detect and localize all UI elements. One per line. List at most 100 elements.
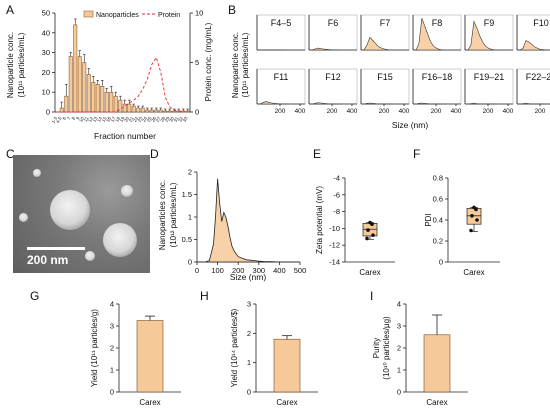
chartB-area	[361, 102, 391, 105]
chartA-bar	[145, 109, 150, 113]
chartB-panel-title: F19–21	[474, 72, 505, 82]
chartA-y-tick-label: 0	[46, 108, 50, 117]
vesicle-large-right	[103, 223, 137, 257]
chartB-panel-title: F22–24	[526, 72, 550, 82]
chartB-panel-title: F6	[328, 18, 339, 28]
chartA-x-tick-label: 26	[150, 116, 157, 123]
chartG-y-tick-label: 1	[110, 366, 114, 375]
chartH-y-tick-label: 3	[247, 300, 251, 309]
chartA-bar	[172, 110, 177, 113]
panel-letter-E: E	[313, 147, 321, 161]
chartD-y-label: (10¹² particles/mL)	[169, 182, 178, 247]
chartE-box	[362, 223, 378, 237]
chartA-bar	[59, 107, 64, 113]
chartA-y-tick-label: 40	[42, 28, 50, 37]
chartA-bar	[77, 56, 82, 113]
chartA-x-tick-label: 17	[110, 116, 117, 123]
chartB-panel-title: F4–5	[271, 18, 292, 28]
chartH-bar	[273, 338, 301, 393]
chartA-bar	[127, 103, 132, 113]
chartG-x-tick-label: Carex	[139, 398, 160, 407]
chartA-x-tick-label: 21	[128, 116, 135, 123]
chartA-x-tick-label: 29	[164, 116, 171, 123]
chartE-point	[371, 233, 375, 237]
chartB-area	[413, 102, 443, 105]
chartD-x-tick-label: 200	[232, 266, 245, 275]
chartA-x-tick-label: 15	[101, 116, 108, 123]
chartB-area	[257, 101, 287, 105]
chartA-bar	[86, 74, 91, 113]
chartI-y-tick-label: 1	[397, 366, 401, 375]
chartE-y-tick-label: -12	[329, 241, 340, 250]
chartB-area	[309, 102, 339, 105]
chartG-y-tick-label: 0	[110, 388, 114, 397]
chartG-y-label: Yield (10¹¹ particles/g)	[90, 309, 99, 387]
chartB-area	[465, 20, 495, 51]
chartI-y-label: (10¹⁰ particles/μg)	[382, 316, 391, 380]
panel-letter-I: I	[370, 289, 373, 303]
chartA-x-tick-label: 4-5	[55, 116, 63, 125]
chartA-x-tick-label: 11	[83, 116, 90, 123]
scale-bar	[27, 247, 85, 250]
chartB-panel-title: F15	[377, 72, 393, 82]
chartD-x-tick-label: 0	[195, 266, 199, 275]
chartA-x-tick-label: 10	[78, 116, 85, 123]
chartB-area	[413, 18, 443, 51]
chartA-bar	[140, 107, 145, 113]
chartA-y-label: Nanoparticle conc.	[6, 32, 15, 98]
chartA-bar	[163, 110, 168, 113]
vesicle-small	[121, 185, 133, 197]
panel-letter-B: B	[228, 3, 236, 17]
chartB-x-tick-label: 200	[327, 108, 338, 115]
chartD-y-tick-label: 1.5	[182, 190, 192, 199]
chartB-x-tick-label: 400	[295, 108, 306, 115]
chartB-panel-title: F11	[274, 72, 289, 82]
chartA-x-tick-label: 20	[123, 116, 130, 123]
chartE-point	[368, 220, 372, 225]
chartF-point	[475, 218, 479, 222]
chartA-bar	[109, 91, 114, 113]
chartA-x-label: Fraction number	[94, 131, 156, 141]
chartI-bar	[423, 334, 451, 393]
chartA-x-tick-label: 28	[159, 116, 166, 123]
chartA-x-tick-label: 1-3	[51, 116, 59, 125]
chartA-bar	[64, 95, 69, 113]
panel-letter-F: F	[413, 147, 420, 161]
chartB-x-tick-label: 200	[431, 108, 442, 115]
chartH-y-label: Yield (10¹⁴ particles/$)	[230, 308, 239, 387]
chartA-bar	[82, 62, 87, 113]
chartB-panel-title: F16–18	[422, 72, 453, 82]
chartI-y-tick-label: 0	[397, 388, 401, 397]
chartA-y-tick-label: 20	[42, 68, 50, 77]
chartA-bar	[91, 82, 96, 113]
chartG-bar	[136, 320, 164, 393]
chartE-x-tick-label: Carex	[359, 268, 380, 277]
panel-letter-A: A	[6, 3, 14, 17]
chartG-y-tick-label: 3	[110, 322, 114, 331]
chartA-bar	[149, 109, 154, 113]
chartI-y-tick-label: 4	[397, 300, 401, 309]
chartA-bar	[158, 109, 163, 113]
chartA-right-y-tick-label: 5	[195, 58, 199, 67]
chartA-right-y-tick-label: 0	[195, 108, 199, 117]
chartI-y-tick-label: 2	[397, 344, 401, 353]
chartE-y-tick-label: -8	[333, 207, 340, 216]
chartF-box	[466, 208, 482, 225]
vesicle-small	[33, 169, 41, 177]
chartA-bar	[113, 95, 118, 113]
chartD-y-label: Nanoparticles conc.	[158, 180, 167, 250]
chartA-x-tick-label: 24	[141, 116, 148, 123]
chartA-right-y-tick-label: 10	[195, 9, 203, 18]
chartA-x-tick-label: 19	[119, 116, 126, 123]
chartB-x-tick-label: 400	[399, 108, 410, 115]
chartD-y-tick-label: 1	[188, 213, 192, 222]
chartE-y-tick-label: -6	[333, 190, 340, 199]
chartA-x-tick-label: 14	[96, 116, 103, 123]
chartA-bar	[131, 105, 136, 113]
chartA-x-tick-label: 27	[155, 116, 162, 123]
chartD-x-tick-label: 100	[211, 266, 224, 275]
chartA-legend-label: Nanoparticles	[96, 12, 139, 19]
chartB-panel-title: F9	[484, 18, 495, 28]
panel-letter-D: D	[150, 147, 159, 161]
